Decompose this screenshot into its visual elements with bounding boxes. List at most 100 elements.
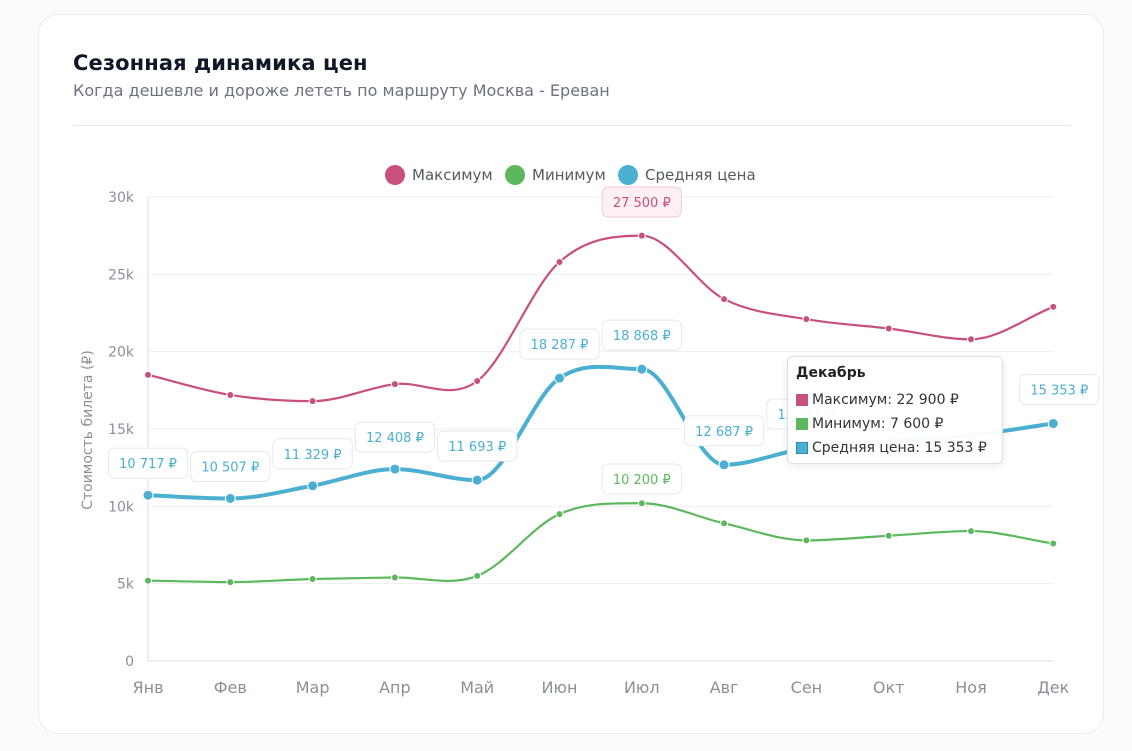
- chart-tooltip: Декабрь Максимум: 22 900 ₽ Минимум: 7 60…: [787, 356, 1003, 464]
- data-label-box: [272, 438, 353, 470]
- data-label-text: 10 200 ₽: [613, 473, 671, 488]
- data-point-max: [802, 315, 811, 324]
- data-point-max: [637, 231, 646, 240]
- data-point-avg: [389, 463, 401, 475]
- series-line-min: [146, 502, 1055, 584]
- legend-label: Максимум: [412, 166, 493, 184]
- data-label-avg: 12 687 ₽: [684, 415, 765, 447]
- x-tick-label: Мар: [296, 678, 330, 697]
- data-point-min: [390, 573, 399, 582]
- data-label-text: 12 687 ₽: [695, 425, 753, 440]
- x-tick-label: Сен: [791, 678, 822, 697]
- legend-item: Максимум: [385, 165, 493, 185]
- data-label-text: 11 329 ₽: [284, 448, 342, 463]
- data-label-text: 10 717 ₽: [119, 457, 177, 472]
- data-label-avg: 11 329 ₽: [272, 438, 353, 470]
- data-label-box: [437, 430, 518, 462]
- data-point-avg: [718, 459, 730, 471]
- tooltip-row-avg: Средняя цена: 15 353 ₽: [796, 436, 994, 460]
- x-tick-label: Фев: [214, 678, 247, 697]
- card-subtitle: Когда дешевле и дороже лететь по маршрут…: [73, 81, 610, 100]
- data-point-max: [308, 397, 317, 406]
- data-point-min: [720, 519, 729, 528]
- x-tick-label: Ноя: [955, 678, 986, 697]
- data-label-avg: 15 353 ₽: [1019, 374, 1100, 406]
- data-point-max: [555, 257, 564, 266]
- data-label-avg: 18 868 ₽: [601, 319, 682, 351]
- y-tick-label: 20k: [108, 345, 135, 361]
- data-label-text: 11 693 ₽: [448, 440, 506, 455]
- data-label-box: [601, 186, 682, 218]
- data-point-avg: [142, 489, 154, 501]
- data-point-max: [144, 370, 152, 379]
- data-label-box: [684, 415, 765, 447]
- y-tick-label: 25k: [108, 267, 135, 283]
- data-point-avg: [1047, 418, 1059, 430]
- data-point-avg: [224, 492, 236, 504]
- data-point-min: [802, 536, 811, 545]
- data-label-avg: 18 287 ₽: [519, 328, 600, 360]
- data-point-min: [637, 499, 646, 508]
- data-label-avg: 10 717 ₽: [107, 447, 189, 479]
- y-tick-label: 5k: [117, 577, 135, 593]
- data-point-max: [720, 295, 729, 304]
- data-point-min: [473, 571, 482, 580]
- tooltip-row-min: Минимум: 7 600 ₽: [796, 412, 994, 436]
- x-tick-label: Апр: [379, 678, 411, 697]
- data-point-max: [390, 380, 399, 389]
- x-tick-label: Июн: [542, 678, 578, 697]
- data-label-box: [601, 463, 682, 495]
- legend-marker: [618, 165, 638, 185]
- data-label-text: 18 868 ₽: [613, 329, 671, 344]
- data-label-box: [519, 328, 600, 360]
- data-label-text: 27 500 ₽: [613, 196, 671, 211]
- divider: [73, 125, 1071, 126]
- y-axis-title: Стоимость билета (₽): [80, 350, 96, 510]
- tooltip-swatch-avg: [796, 442, 808, 454]
- data-label-avg: 12 408 ₽: [354, 421, 435, 453]
- data-point-max: [1049, 302, 1058, 311]
- legend-item: Минимум: [505, 165, 606, 185]
- tooltip-swatch-min: [796, 418, 808, 430]
- legend-marker: [505, 165, 525, 185]
- tooltip-swatch-max: [796, 394, 808, 406]
- data-label-max: 27 500 ₽: [601, 186, 682, 218]
- data-label-text: 12 408 ₽: [366, 431, 424, 446]
- data-label-text: 18 287 ₽: [531, 338, 589, 353]
- data-point-min: [967, 527, 975, 536]
- x-tick-label: Июл: [624, 678, 660, 697]
- legend-marker: [385, 165, 405, 185]
- y-tick-label: 30k: [108, 190, 135, 206]
- legend-label: Минимум: [532, 166, 606, 184]
- data-point-max: [473, 377, 482, 386]
- data-label-min: 10 200 ₽: [601, 463, 682, 495]
- legend-label: Средняя цена: [645, 166, 756, 184]
- data-point-max: [967, 335, 975, 344]
- tooltip-title: Декабрь: [796, 365, 866, 381]
- tooltip-max-value: Максимум: 22 900 ₽: [812, 392, 959, 408]
- tooltip-min-value: Минимум: 7 600 ₽: [812, 416, 944, 432]
- y-tick-label: 0: [125, 654, 134, 670]
- data-label-avg: 10 507 ₽: [190, 450, 271, 482]
- legend-item: Средняя цена: [618, 165, 756, 185]
- data-point-min: [555, 510, 564, 519]
- data-point-min: [884, 531, 893, 540]
- data-point-min: [144, 576, 152, 585]
- card-title: Сезонная динамика цен: [73, 51, 368, 75]
- y-tick-label: 15k: [108, 422, 135, 438]
- data-point-avg: [307, 480, 319, 492]
- data-point-avg: [554, 372, 565, 384]
- x-tick-label: Май: [460, 678, 494, 697]
- data-point-avg: [636, 363, 648, 375]
- data-point-avg: [471, 474, 483, 486]
- data-label-avg: 11 693 ₽: [437, 430, 518, 462]
- data-label-box: [601, 319, 682, 351]
- data-point-max: [884, 324, 893, 333]
- data-point-min: [226, 578, 235, 587]
- x-tick-label: Окт: [873, 678, 905, 697]
- y-tick-label: 10k: [108, 499, 135, 515]
- data-point-max: [226, 390, 235, 399]
- x-tick-label: Авг: [710, 678, 739, 697]
- data-label-box: [354, 421, 435, 453]
